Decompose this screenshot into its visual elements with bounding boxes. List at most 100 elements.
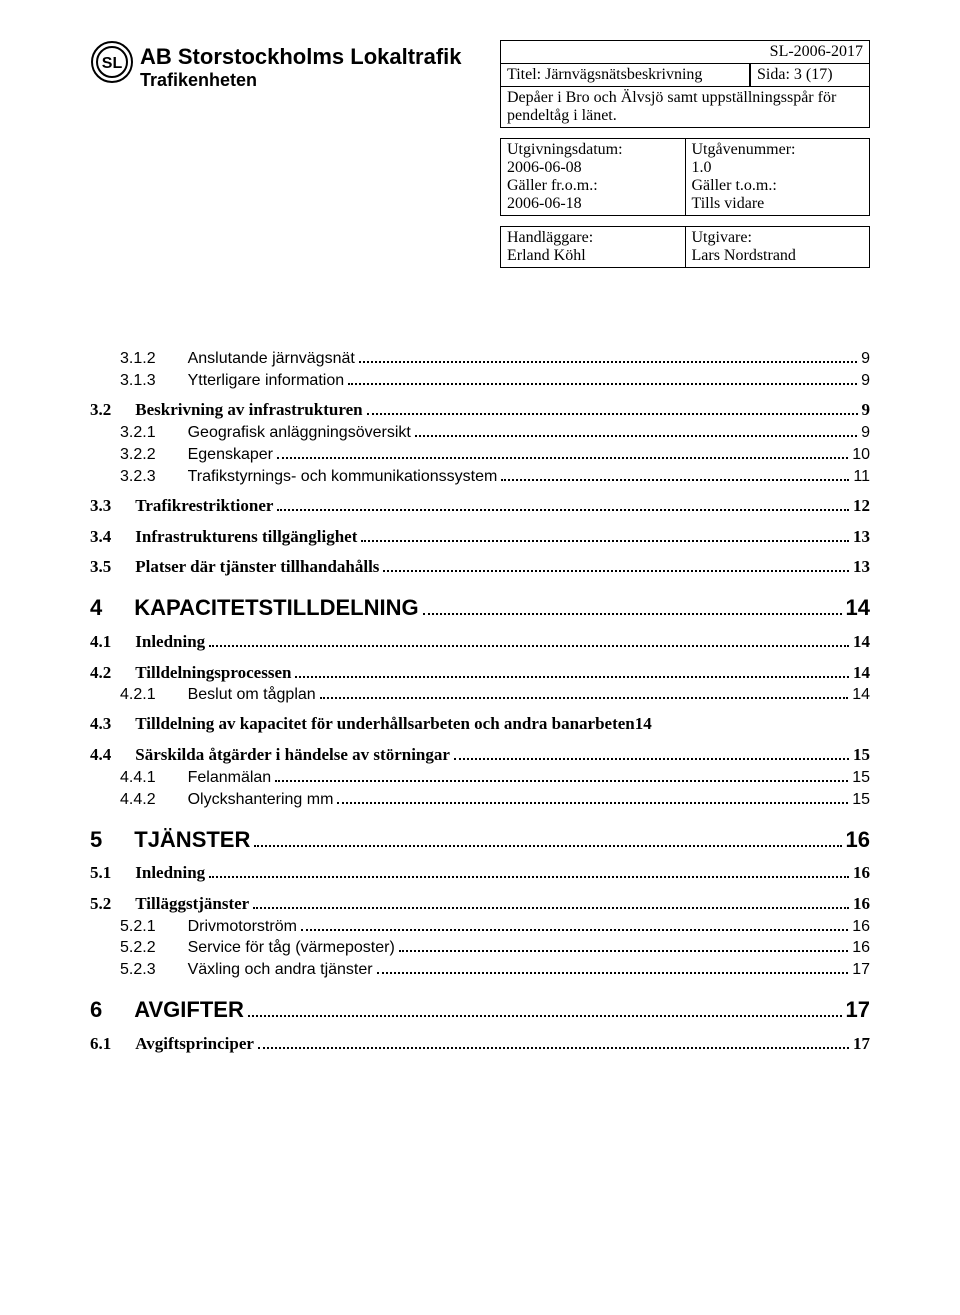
toc-leader [301,916,848,931]
galler-tom-label: Gäller t.o.m.: [692,177,777,194]
toc-num: 6 [90,997,110,1023]
toc-entry[interactable]: 4KAPACITETSTILLDELNING14 [90,595,870,621]
toc-num: 4.4.1 [120,769,164,787]
toc-entry[interactable]: 5.2Tilläggstjänster16 [90,893,870,914]
toc-page: 12 [853,496,870,516]
toc-leader [248,1002,842,1018]
toc-entry[interactable]: 4.4Särskilda åtgärder i händelse av stör… [90,744,870,765]
toc-num: 4 [90,595,110,621]
logo: SL [90,40,140,89]
toc-title: Olyckshantering mm [188,791,334,809]
toc-title: Tilldelning av kapacitet för underhållsa… [135,714,635,734]
toc-page: 15 [852,769,870,787]
toc-entry[interactable]: 4.2Tilldelningsprocessen14 [90,662,870,683]
toc-entry[interactable]: 3.5Platser där tjänster tillhandahålls13 [90,557,870,578]
toc-leader [383,557,849,573]
toc-entry[interactable]: 5.2.1Drivmotorström16 [120,916,870,936]
toc-page: 13 [853,557,870,577]
toc-leader [275,767,848,782]
toc-title: Anslutande järnvägsnät [188,350,355,368]
toc-entry[interactable]: 4.1Inledning14 [90,631,870,652]
toc-entry[interactable]: 5.2.3Växling och andra tjänster17 [120,959,870,979]
toc-page: 14 [853,632,870,652]
toc-entry[interactable]: 5TJÄNSTER16 [90,827,870,853]
toc-num: 5.2 [90,894,119,914]
toc-entry[interactable]: 5.1Inledning16 [90,863,870,884]
toc-num: 3.4 [90,527,119,547]
toc-entry[interactable]: 6.1Avgiftsprinciper17 [90,1033,870,1054]
toc-title: Geografisk anläggningsöversikt [188,424,411,442]
toc-page: 13 [853,527,870,547]
toc-title: AVGIFTER [134,997,244,1023]
galler-tom-val: Tills vidare [692,195,765,212]
toc-entry[interactable]: 3.1.3 Ytterligare information 9 [120,370,870,390]
toc-entry[interactable]: 4.3Tilldelning av kapacitet för underhål… [90,714,870,734]
toc-leader [254,831,841,847]
meta-row-people: Handläggare: Erland Köhl Utgivare: Lars … [500,226,870,268]
toc-num: 4.2.1 [120,686,164,704]
toc-num: 3.1.2 [120,350,164,368]
toc-entry[interactable]: 3.2.3Trafikstyrnings- och kommunikations… [120,466,870,486]
toc-title: Tilldelningsprocessen [135,663,291,683]
toc-page: 14 [846,595,870,621]
page-num: Sida: 3 (17) [750,63,870,87]
toc-num: 4.1 [90,632,119,652]
toc-leader [253,893,849,909]
toc-entry[interactable]: 5.2.2Service för tåg (värmeposter)16 [120,938,870,958]
toc-entry[interactable]: 3.2 Beskrivning av infrastrukturen 9 [90,400,870,421]
toc-title: Infrastrukturens tillgänglighet [135,527,357,547]
toc-entry[interactable]: 3.4 Infrastrukturens tillgänglighet 13 [90,526,870,547]
toc-page: 9 [862,400,871,420]
toc-entry[interactable]: 3.2.2Egenskaper10 [120,444,870,464]
doc-desc: Depåer i Bro och Älvsjö samt uppställnin… [500,87,870,128]
toc-title: Avgiftsprinciper [135,1034,254,1054]
toc-num: 3.1.3 [120,372,164,390]
toc-entry[interactable]: 3.3Trafikrestriktioner12 [90,496,870,517]
toc-page: 9 [861,424,870,442]
org-info: AB Storstockholms Lokaltrafik Trafikenhe… [140,40,500,91]
toc-title: Ytterligare information [188,372,345,390]
utgave-label: Utgåvenummer: [692,141,796,158]
toc-leader [367,400,858,416]
toc-title: Beskrivning av infrastrukturen [135,400,362,420]
toc-num: 4.4 [90,745,119,765]
table-of-contents: 3.1.2 Anslutande järnvägsnät 9 3.1.3 Ytterli… [90,348,870,1054]
handl-val: Erland Köhl [507,247,586,264]
utgivare-label: Utgivare: [692,229,752,246]
toc-entry[interactable]: 3.2.1 Geografisk anläggningsöversikt 9 [120,422,870,442]
doc-id: SL-2006-2017 [500,40,870,63]
toc-leader [348,370,857,385]
toc-num: 6.1 [90,1034,119,1054]
toc-title: Beslut om tågplan [188,686,316,704]
meta-row-dates: Utgivningsdatum: 2006-06-08 Gäller fr.o.… [500,138,870,216]
utgiv-date: 2006-06-08 [507,159,582,176]
toc-page: 11 [853,468,870,486]
galler-from-label: Gäller fr.o.m.: [507,177,598,194]
toc-leader [377,959,849,974]
toc-page: 10 [852,446,870,464]
toc-entry[interactable]: 4.4.1Felanmälan15 [120,767,870,787]
toc-title: Platser där tjänster tillhandahålls [135,557,379,577]
toc-entry[interactable]: 3.1.2Anslutande järnvägsnät9 [120,348,870,368]
toc-num: 5 [90,827,110,853]
page: SL AB Storstockholms Lokaltrafik Trafike… [0,0,960,1096]
toc-page: 16 [853,894,870,914]
toc-num: 3.3 [90,496,119,516]
toc-num: 3.2.1 [120,424,164,442]
toc-num: 3.2 [90,400,119,420]
toc-leader [258,1033,849,1049]
toc-leader [295,662,849,678]
doc-title: Titel: Järnvägsnätsbeskrivning [500,63,750,87]
galler-from-val: 2006-06-18 [507,195,582,212]
header: SL AB Storstockholms Lokaltrafik Trafike… [90,40,870,268]
toc-page: 9 [861,372,870,390]
toc-entry[interactable]: 4.4.2Olyckshantering mm15 [120,789,870,809]
toc-leader [423,600,842,616]
handl-label: Handläggare: [507,229,593,246]
toc-page: 14 [852,686,870,704]
utgave-val: 1.0 [692,159,712,176]
toc-leader [209,863,849,879]
toc-entry[interactable]: 6AVGIFTER17 [90,997,870,1023]
toc-entry[interactable]: 4.2.1 Beslut om tågplan 14 [120,685,870,705]
toc-title: Inledning [135,863,205,883]
